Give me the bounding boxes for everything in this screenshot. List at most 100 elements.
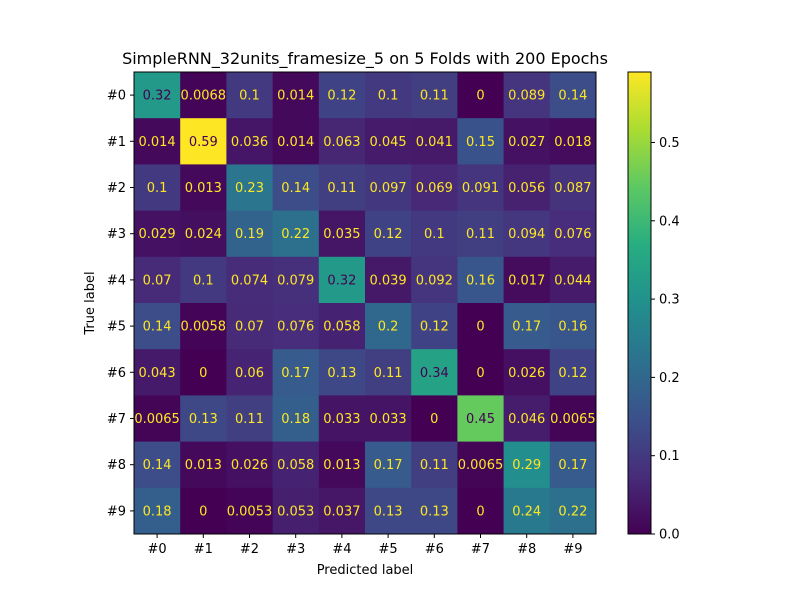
cell-value-label: 0.24	[512, 504, 541, 519]
heatmap-cell	[272, 349, 320, 396]
heatmap-cell	[503, 164, 551, 212]
y-tick-label: #8	[107, 458, 126, 473]
heatmap-cell	[318, 118, 366, 165]
heatmap-cell	[180, 118, 227, 165]
cell-value-label: 0.14	[281, 181, 310, 196]
cell-value-label: 0.23	[235, 181, 264, 196]
cell-value-label: 0.29	[512, 458, 541, 473]
y-tick-label: #7	[107, 412, 126, 427]
heatmap-cell	[272, 395, 320, 443]
heatmap-cell	[411, 349, 458, 396]
heatmap-cell	[503, 395, 551, 443]
cell-value-label: 0.033	[369, 412, 406, 427]
heatmap-cell	[226, 441, 274, 489]
cell-value-label: 0.056	[508, 181, 545, 196]
cell-value-label: 0.018	[554, 135, 591, 150]
heatmap-cell	[272, 303, 320, 350]
cell-value-label: 0.12	[374, 227, 403, 242]
heatmap-cell	[549, 349, 597, 396]
cell-value-label: 0.11	[374, 366, 403, 381]
cell-value-label: 0.1	[424, 227, 445, 242]
cell-value-label: 0	[476, 320, 484, 335]
cell-value-label: 0.079	[277, 273, 314, 288]
cell-value-label: 0.0058	[181, 320, 227, 335]
heatmap-cell	[272, 164, 320, 212]
cell-value-label: 0.013	[185, 458, 222, 473]
heatmap-cell	[180, 303, 227, 350]
cell-value-label: 0.097	[369, 181, 406, 196]
heatmap-cell	[272, 72, 320, 119]
cell-value-label: 0.1	[193, 273, 214, 288]
colorbar-ticks: 0.0 0.1 0.2 0.3 0.4 0.5	[651, 136, 680, 543]
heatmap-cell	[180, 210, 227, 258]
x-tick-label: #5	[379, 542, 398, 557]
heatmap-cells	[134, 72, 597, 535]
cell-value-label: 0.013	[323, 458, 360, 473]
cell-value-label: 0.058	[323, 320, 360, 335]
colorbar-tick-label: 0.1	[659, 449, 680, 464]
cell-value-label: 0	[199, 504, 207, 519]
heatmap-cell	[226, 395, 274, 443]
cell-value-label: 0.026	[508, 366, 545, 381]
y-axis-ticks: #0 #1 #2 #3 #4 #5 #6 #7 #8 #9	[107, 89, 134, 519]
heatmap-cell	[318, 303, 366, 350]
heatmap-cell	[134, 395, 181, 443]
cell-value-label: 0.076	[554, 227, 591, 242]
heatmap-cell	[226, 303, 274, 350]
y-tick-label: #6	[107, 366, 126, 381]
cell-value-label: 0.11	[420, 458, 449, 473]
cell-value-label: 0.036	[231, 135, 268, 150]
heatmap-cell	[272, 118, 320, 165]
heatmap-cell	[411, 441, 458, 489]
cell-value-label: 0	[476, 504, 484, 519]
heatmap-cell	[411, 395, 458, 443]
heatmap-cell	[226, 210, 274, 258]
heatmap-cell	[365, 210, 412, 258]
cell-value-label: 0.14	[143, 458, 172, 473]
heatmap-cell	[411, 256, 458, 304]
heatmap-cell	[503, 72, 551, 119]
heatmap-cell	[318, 256, 366, 304]
cell-value-label: 0.039	[369, 273, 406, 288]
heatmap-cell	[365, 395, 412, 443]
cell-value-label: 0.19	[235, 227, 264, 242]
cell-value-label: 0.07	[235, 320, 264, 335]
heatmap-cell	[226, 256, 274, 304]
cell-value-label: 0.32	[327, 273, 356, 288]
cell-value-label: 0.027	[508, 135, 545, 150]
heatmap-cell	[365, 118, 412, 165]
heatmap-cell	[318, 441, 366, 489]
cell-value-label: 0.13	[420, 504, 449, 519]
cell-value-label: 0.1	[239, 89, 260, 104]
heatmap-cell	[318, 210, 366, 258]
cell-value-label: 0.45	[466, 412, 495, 427]
heatmap-cell	[411, 210, 458, 258]
cell-value-label: 0.089	[508, 89, 545, 104]
cell-value-label: 0.014	[277, 135, 314, 150]
cell-value-label: 0.063	[323, 135, 360, 150]
cell-value-label: 0.046	[508, 412, 545, 427]
chart-title: SimpleRNN_32units_framesize_5 on 5 Folds…	[122, 49, 608, 69]
heatmap-cell	[457, 303, 505, 350]
cell-value-label: 0.59	[189, 135, 218, 150]
cell-value-label: 0.12	[327, 89, 356, 104]
cell-value-label: 0.033	[323, 412, 360, 427]
heatmap-cell	[226, 118, 274, 165]
cell-value-label: 0.0065	[550, 412, 596, 427]
heatmap-cell	[318, 72, 366, 119]
cell-value-label: 0.043	[138, 366, 175, 381]
y-tick-label: #5	[107, 320, 126, 335]
y-tick-label: #3	[107, 227, 126, 242]
heatmap-cell	[180, 164, 227, 212]
heatmap-cell	[134, 210, 181, 258]
cell-value-label: 0.069	[416, 181, 453, 196]
cell-value-label: 0.16	[466, 273, 495, 288]
cell-value-label: 0.0065	[458, 458, 504, 473]
heatmap-cell	[457, 72, 505, 119]
heatmap-cell	[549, 118, 597, 165]
heatmap-cell	[457, 118, 505, 165]
heatmap-cell	[411, 118, 458, 165]
heatmap-cell	[226, 72, 274, 119]
heatmap-cell	[549, 210, 597, 258]
